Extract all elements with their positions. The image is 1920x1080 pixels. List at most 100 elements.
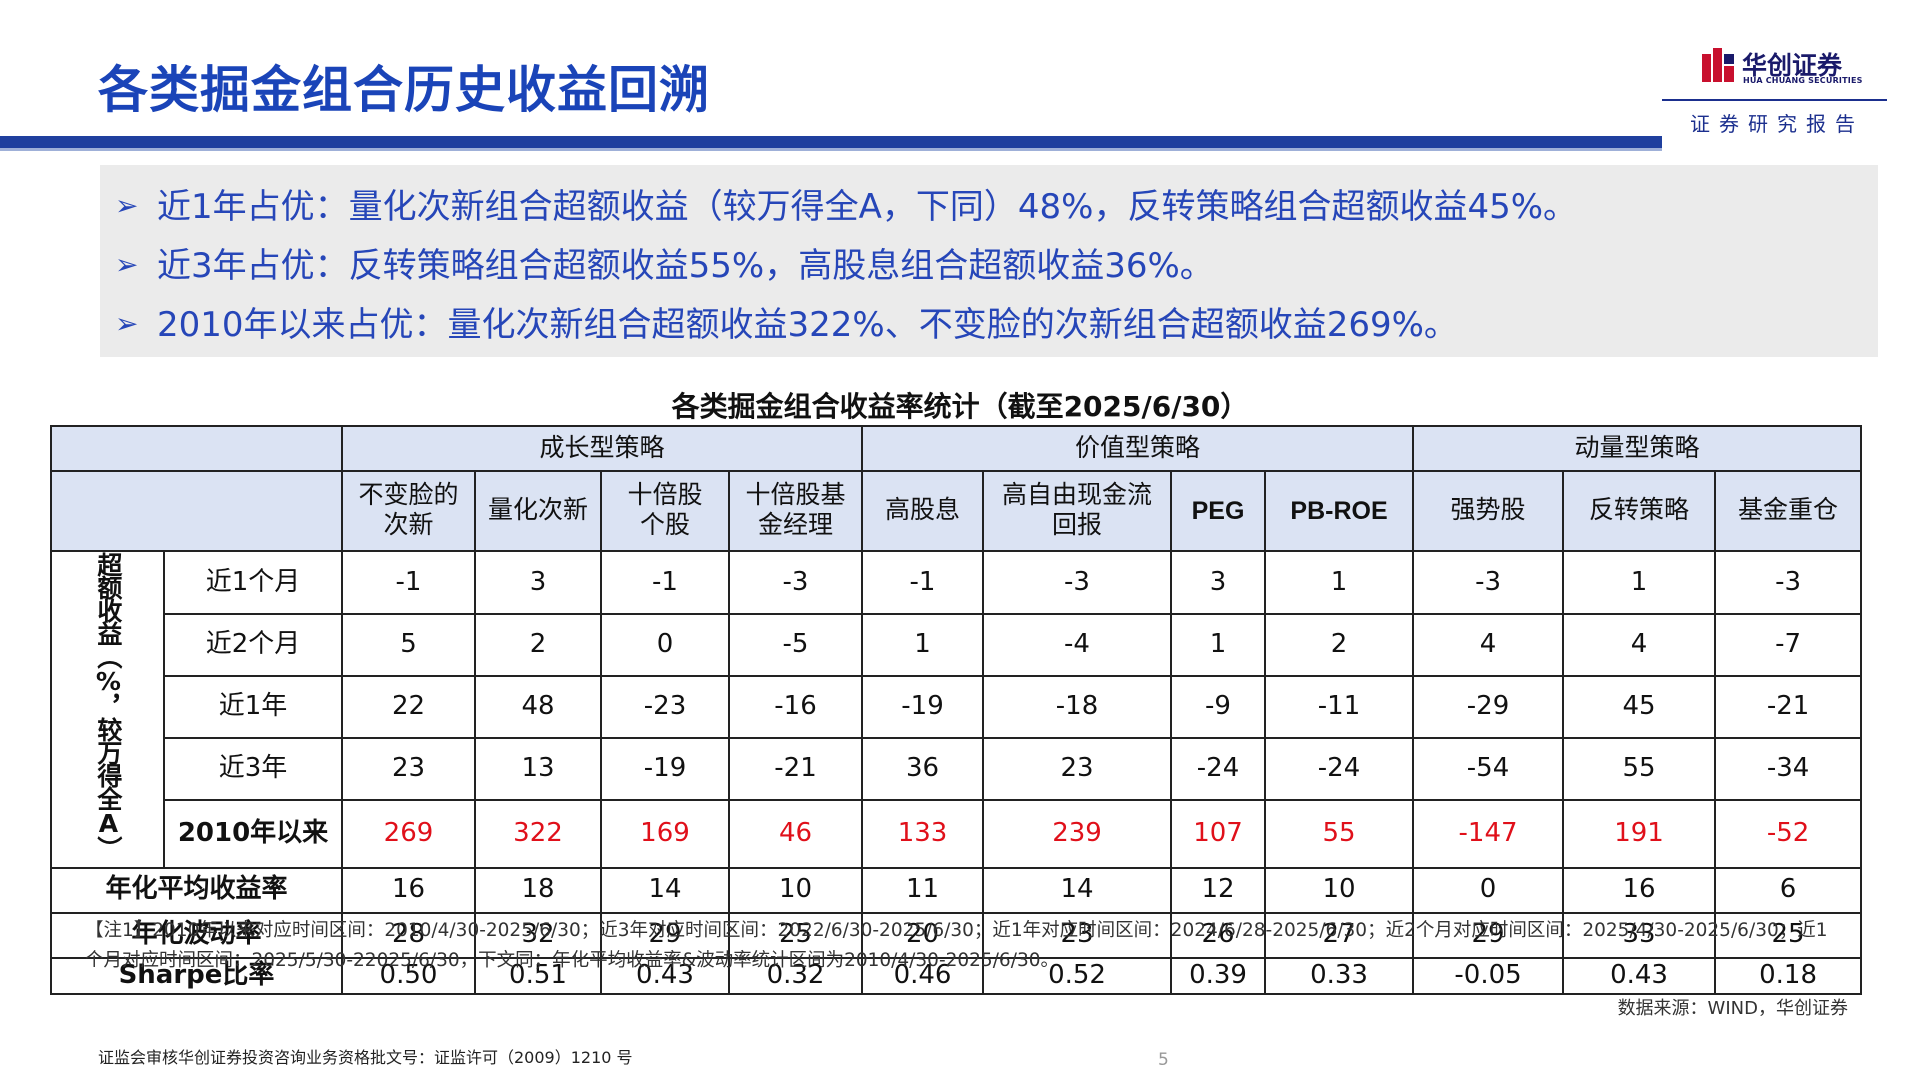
table-cell: 27 [1264,911,1415,959]
table-cell: 55 [1264,799,1415,869]
table-cell: 13 [474,737,602,802]
table-cell: 6 [1714,866,1863,914]
table-row: 近2个月 5 2 0 -5 1 -4 1 2 4 4 -7 [51,613,1863,678]
column-header: PEG [1170,470,1267,552]
table-cell: 20 [861,911,985,959]
group-header-momentum: 动量型策略 [1412,425,1863,472]
table-cell: 23 [982,737,1173,802]
report-type-label: 证券研究报告 [1690,112,1864,136]
table-row: 年化波动率 28 32 29 25 20 23 26 27 29 33 25 [50,911,1863,959]
summary-bullet: ➢ 2010年以来占优：量化次新组合超额收益322%、不变脸的次新组合超额收益26… [115,297,1458,346]
column-header: 高股息 [861,470,985,552]
table-cell: 26 [1170,911,1267,959]
bullet-arrow-icon: ➢ [115,189,139,222]
table-cell: 10 [1264,866,1415,914]
table-cell: 23 [341,737,476,802]
table-cell: 169 [600,799,730,869]
table-cell: 0.51 [474,956,602,995]
table-cell: 22 [341,675,476,740]
table-cell: 29 [1412,911,1565,959]
table-cell: 107 [1170,799,1267,869]
table-cell: 14 [982,866,1173,914]
table-row: 近1年 22 48 -23 -16 -19 -18 -9 -11 -29 45 … [51,675,1863,740]
table-cell: -5 [727,613,864,678]
table-corner-cell [50,470,343,552]
table-cell: 269 [341,799,476,869]
table-cell: -21 [727,737,864,802]
table-cell: 16 [341,866,476,914]
table-cell: 0.50 [341,956,476,995]
table-cell: -23 [600,675,730,740]
table-cell: -3 [727,549,864,616]
table-cell: -19 [600,737,730,802]
summary-bullet: ➢ 近1年占优：量化次新组合超额收益（较万得全A，下同）48%，反转策略组合超额收… [115,179,1577,228]
table-cell: 0.18 [1714,956,1863,995]
column-header: 反转策略 [1562,470,1717,552]
table-cell: 2 [1264,613,1415,678]
table-cell: -1 [600,549,730,616]
summary-text: 2010年以来占优：量化次新组合超额收益322%、不变脸的次新组合超额收益269… [157,305,1458,345]
table-cell: 3 [474,549,602,616]
table-cell: -21 [1714,675,1863,740]
logo-mark-icon [1702,48,1734,82]
table-cell: 4 [1562,613,1717,678]
company-logo: 华创证券 HUA CHUANG SECURITIES [1698,46,1862,86]
summary-bullet: ➢ 近3年占优：反转策略组合超额收益55%，高股息组合超额收益36%。 [115,238,1214,287]
bullet-arrow-icon: ➢ [115,307,139,340]
table-cell: 1 [1170,613,1267,678]
table-footnote: 【注1】2010年以来对应时间区间：2010/4/30-2025/6/30；近3… [85,920,1828,971]
header-band [0,136,1662,148]
excess-return-side-label: 超额收益（%，较万得全A） [50,550,165,869]
license-statement: 证监会审核华创证券投资咨询业务资格批文号：证监许可（2009）1210 号 [98,1048,633,1067]
table-cell: 0.43 [1562,956,1717,995]
table-cell: 23 [982,911,1173,959]
strategy-returns-table: 成长型策略 价值型策略 动量型策略 不变脸的 次新 量化次新 十倍股 个股 十倍股基… [50,425,1863,995]
table-cell: -18 [982,675,1173,740]
table-cell: 322 [474,799,602,869]
header-band-shadow [0,148,1662,151]
summary-box: ➢ 近1年占优：量化次新组合超额收益（较万得全A，下同）48%，反转策略组合超额收… [100,165,1878,357]
table-cell: 14 [600,866,730,914]
table-cell: 10 [727,866,864,914]
column-header: 不变脸的 次新 [341,470,476,552]
column-header: 十倍股 个股 [600,470,730,552]
table-cell: 4 [1412,613,1565,678]
column-header: 十倍股基 金经理 [727,470,864,552]
table-cell: 33 [1562,911,1717,959]
table-row: 2010年以来 269 322 169 46 133 239 107 55 -1… [51,799,1863,869]
row-label: Sharpe比率 [50,956,343,995]
summary-text: 近3年占优：反转策略组合超额收益55%，高股息组合超额收益36%。 [157,246,1214,286]
row-label: 年化平均收益率 [50,866,343,914]
summary-text: 近1年占优：量化次新组合超额收益（较万得全A，下同）48%，反转策略组合超额收益… [157,187,1578,227]
table-cell: 1 [1264,549,1415,616]
column-header: 基金重仓 [1714,470,1863,552]
table-corner-cell [50,425,343,472]
table-cell: 25 [1714,911,1863,959]
table-cell: 1 [861,613,985,678]
table-cell: 133 [861,799,985,869]
table-cell: -24 [1264,737,1415,802]
table-cell: -16 [727,675,864,740]
table-cell: 0.52 [982,956,1173,995]
row-label: 年化波动率 [50,911,343,959]
group-header-value: 价值型策略 [861,425,1415,472]
table-cell: -34 [1714,737,1863,802]
table-row: 超额收益（%，较万得全A） 近1个月 -1 3 -1 -3 -1 -3 3 1 … [50,549,1863,869]
table-cell: -54 [1412,737,1565,802]
table-cell: 5 [341,613,476,678]
logo-chinese-name: 华创证券 [1742,51,1843,80]
row-label: 近2个月 [163,613,343,678]
table-cell: 0.33 [1264,956,1415,995]
table-cell: 12 [1170,866,1267,914]
table-cell: -19 [861,675,985,740]
column-header: 量化次新 [474,470,602,552]
table-cell: -9 [1170,675,1267,740]
table-cell: 25 [727,911,864,959]
table-cell: 0 [1412,866,1565,914]
table-cell: -3 [1714,549,1863,616]
table-cell: 45 [1562,675,1717,740]
table-cell: 0.46 [861,956,985,995]
row-label: 2010年以来 [163,799,343,869]
table-cell: -3 [1412,549,1565,616]
table-cell: 3 [1170,549,1267,616]
